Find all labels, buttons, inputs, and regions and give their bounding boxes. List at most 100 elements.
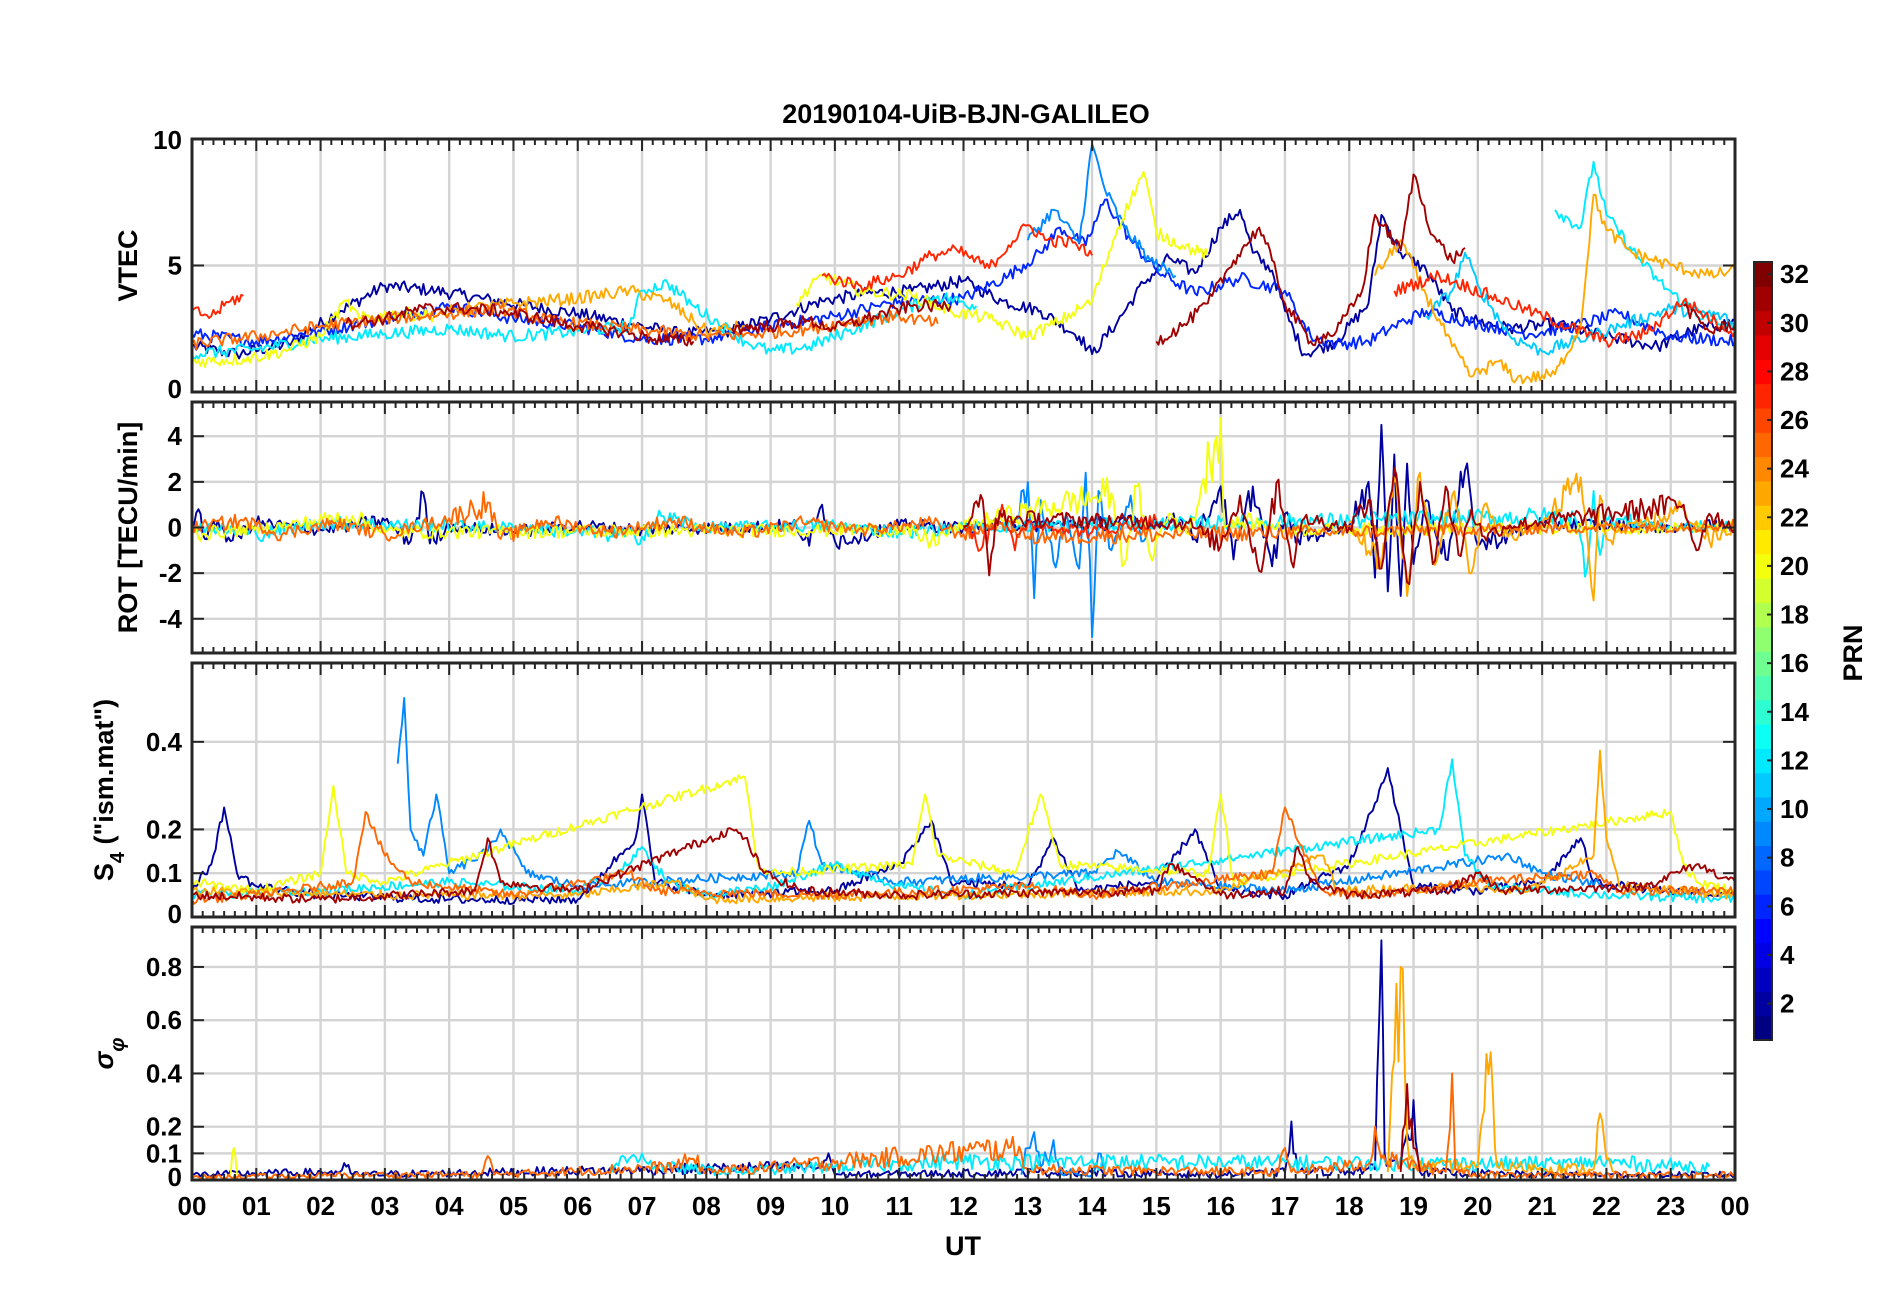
panel-sigphi: 00.10.2 0.4 0.6 0.8 σφ 00 01 02 03 04 05 06 07 08 09 10… xyxy=(89,925,1750,1221)
x-tick-label: 23 xyxy=(1656,1191,1685,1221)
colorbar-swatch xyxy=(1754,359,1772,385)
colorbar-swatch xyxy=(1754,723,1772,749)
traces xyxy=(192,417,1735,638)
trace-prn-27 xyxy=(192,293,244,320)
x-tick-label: 22 xyxy=(1592,1191,1621,1221)
y-tick-label: 0.4 xyxy=(146,727,183,757)
y-tick-label: 0.2 xyxy=(146,814,182,844)
y-tick-label: 0.8 xyxy=(146,952,182,982)
y-tick-label: 0 xyxy=(168,1162,182,1192)
colorbar-swatch xyxy=(1754,772,1772,798)
colorbar-tick-label: 4 xyxy=(1780,940,1795,970)
x-tick-label: 19 xyxy=(1399,1191,1428,1221)
trace-prn-31 xyxy=(731,298,952,335)
y-axis-label: S4 ("ism.mat") xyxy=(89,699,129,881)
x-tick-label: 16 xyxy=(1206,1191,1235,1221)
y-tick-label: 0.2 xyxy=(146,1112,182,1142)
y-tick-label: 10 xyxy=(153,125,182,155)
panel-rot: -4 -2 0 2 4 ROT [TECU/min] xyxy=(113,400,1737,655)
trace-prn-31 xyxy=(192,827,1735,904)
x-tick-label: 17 xyxy=(1270,1191,1299,1221)
x-tick-label: 00 xyxy=(178,1191,207,1221)
trace-prn-2 xyxy=(192,767,1735,905)
colorbar-label: PRN xyxy=(1838,624,1868,681)
trace-prn-27 xyxy=(1393,270,1735,348)
trace-prn-12 xyxy=(609,1152,1711,1177)
trace-prn-31 xyxy=(1682,303,1735,335)
colorbar-swatch xyxy=(1754,480,1772,506)
colorbar-tick-label: 14 xyxy=(1780,697,1809,727)
colorbar-tick-label: 2 xyxy=(1780,989,1794,1019)
trace-prn-20 xyxy=(192,774,1735,895)
trace-prn-31 xyxy=(345,301,695,347)
colorbar-tick-label: 20 xyxy=(1780,551,1809,581)
colorbar-swatch xyxy=(1754,286,1772,312)
y-tick-label: 0.4 xyxy=(146,1058,183,1088)
y-tick-label: 0 xyxy=(168,513,182,543)
trace-prn-9 xyxy=(396,697,1607,895)
panel-frame xyxy=(190,925,1737,1182)
colorbar-swatch xyxy=(1754,505,1772,531)
colorbar-tick-label: 24 xyxy=(1780,454,1809,484)
colorbar-swatch xyxy=(1754,310,1772,336)
trace-prn-11 xyxy=(1425,251,1735,356)
trace-prn-2 xyxy=(192,208,1735,360)
x-tick-label: 02 xyxy=(306,1191,335,1221)
x-axis-label: UT xyxy=(945,1231,981,1261)
colorbar-swatch xyxy=(1754,821,1772,847)
colorbar-swatch xyxy=(1754,699,1772,725)
colorbar-swatch xyxy=(1754,432,1772,458)
trace-prn-20 xyxy=(795,170,1209,341)
x-tick-label: 05 xyxy=(499,1191,528,1221)
y-tick-label: 0.1 xyxy=(146,858,182,888)
colorbar-swatch xyxy=(1754,967,1772,992)
panel-frame xyxy=(190,137,1737,394)
colorbar-swatch xyxy=(1754,991,1772,1017)
colorbar-tick-label: 12 xyxy=(1780,745,1809,775)
colorbar-tick-label: 8 xyxy=(1780,843,1794,873)
x-tick-label: 11 xyxy=(885,1191,913,1221)
x-tick-label: 00 xyxy=(1721,1191,1750,1221)
colorbar-tick-label: 30 xyxy=(1780,308,1809,338)
colorbar-swatch xyxy=(1754,626,1772,652)
colorbar-swatch xyxy=(1754,529,1772,555)
trace-prn-9 xyxy=(1026,143,1177,279)
colorbar-swatch xyxy=(1754,651,1772,676)
y-tick-label: 0 xyxy=(168,374,182,404)
colorbar-swatch xyxy=(1754,845,1772,871)
colorbar-tick-label: 22 xyxy=(1780,502,1809,532)
x-tick-label: 14 xyxy=(1078,1191,1107,1221)
panel-frame xyxy=(190,661,1737,919)
colorbar-swatch xyxy=(1754,407,1772,433)
x-tick-label: 06 xyxy=(563,1191,592,1221)
trace-prn-27 xyxy=(821,223,1093,292)
colorbar-swatch xyxy=(1754,383,1772,409)
y-tick-label: 0.1 xyxy=(146,1138,182,1168)
trace-prn-31 xyxy=(962,467,1735,586)
colorbar-swatch xyxy=(1754,456,1772,482)
x-tick-label: 01 xyxy=(242,1191,271,1221)
x-tick-label: 21 xyxy=(1528,1191,1557,1221)
trace-prn-31 xyxy=(1155,173,1466,347)
colorbar-swatch xyxy=(1754,918,1772,944)
x-tick-label: 04 xyxy=(435,1191,464,1221)
colorbar-tick-label: 18 xyxy=(1780,600,1809,630)
y-axis-label: σφ xyxy=(89,1038,129,1070)
x-tick-label: 08 xyxy=(692,1191,721,1221)
y-tick-label: 4 xyxy=(168,421,183,451)
x-tick-label: 10 xyxy=(820,1191,849,1221)
x-tick-label: 12 xyxy=(949,1191,978,1221)
x-tick-label: 09 xyxy=(756,1191,785,1221)
colorbar-tick-label: 32 xyxy=(1780,259,1809,289)
colorbar-swatch xyxy=(1754,675,1772,701)
x-tick-label: 13 xyxy=(1013,1191,1042,1221)
trace-prn-25 xyxy=(192,806,1735,905)
colorbar-swatch xyxy=(1754,334,1772,360)
colorbar-tick-label: 10 xyxy=(1780,794,1809,824)
colorbar-swatch xyxy=(1754,553,1772,579)
colorbar-tick-label: 28 xyxy=(1780,356,1809,386)
colorbar-tick-label: 16 xyxy=(1780,648,1809,678)
